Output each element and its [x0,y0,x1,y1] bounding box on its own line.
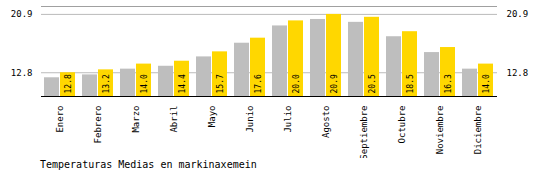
svg-text:Enero: Enero [55,106,65,133]
svg-text:20.5: 20.5 [368,74,377,93]
svg-text:14.0: 14.0 [140,74,149,93]
svg-text:14.4: 14.4 [178,74,187,93]
svg-text:Diciembre: Diciembre [473,106,483,155]
svg-text:20.9: 20.9 [507,9,529,19]
svg-text:Junio: Junio [245,106,255,133]
svg-text:18.5: 18.5 [406,74,415,93]
svg-text:Noviembre: Noviembre [435,106,445,155]
svg-text:Julio: Julio [283,106,293,133]
svg-text:12.8: 12.8 [64,74,73,93]
svg-text:16.3: 16.3 [444,74,453,93]
svg-text:Marzo: Marzo [131,106,141,133]
svg-text:Abril: Abril [169,106,179,133]
svg-text:12.8: 12.8 [507,68,529,78]
svg-text:12.8: 12.8 [11,68,33,78]
svg-text:Octubre: Octubre [397,106,407,144]
svg-text:17.6: 17.6 [254,74,263,93]
svg-text:15.7: 15.7 [216,74,225,93]
svg-text:Mayo: Mayo [207,106,217,128]
svg-text:14.0: 14.0 [482,74,491,93]
svg-text:20.9: 20.9 [11,9,33,19]
svg-text:20.9: 20.9 [330,74,339,93]
svg-text:20.0: 20.0 [292,74,301,93]
svg-text:13.2: 13.2 [102,74,111,93]
svg-text:Septiembre: Septiembre [359,106,369,159]
svg-text:Febrero: Febrero [93,106,103,144]
html-text:Temperaturas Medias en markina: Temperaturas Medias en markinaxemein [40,159,257,170]
svg-text:Agosto: Agosto [321,106,331,139]
